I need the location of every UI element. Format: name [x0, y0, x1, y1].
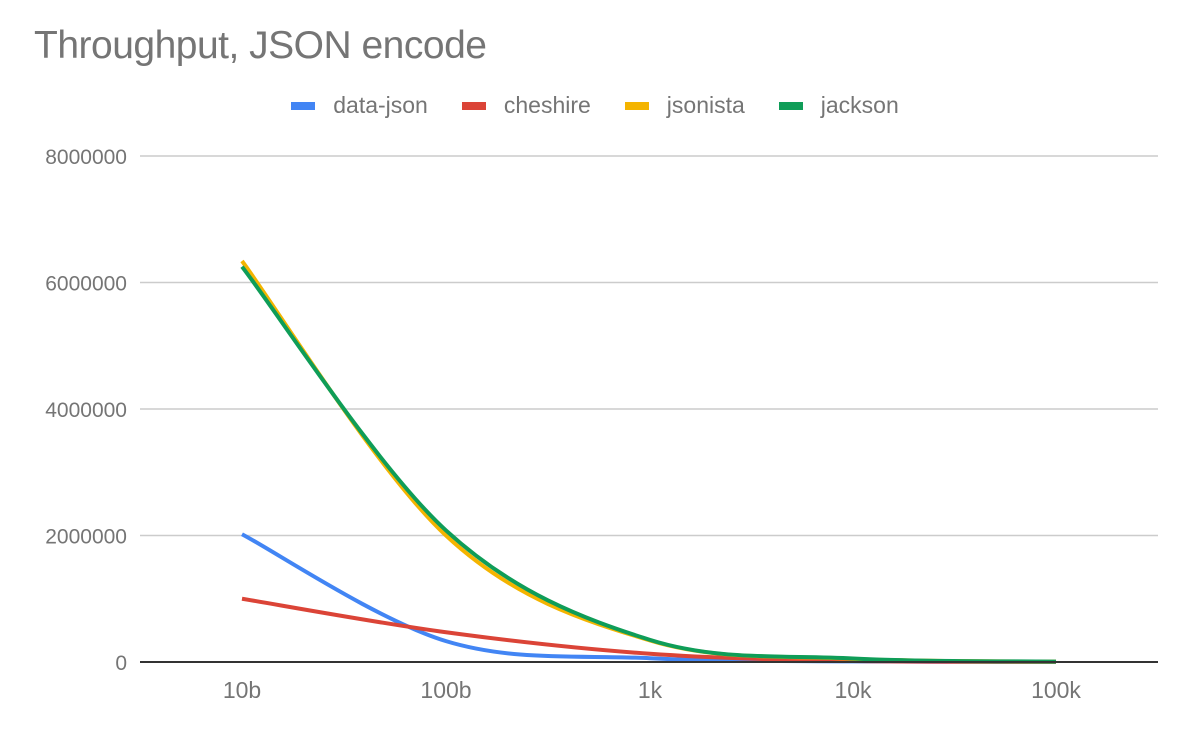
- legend-item-data-json[interactable]: data-json: [291, 92, 428, 119]
- legend-label: jackson: [820, 92, 899, 118]
- y-tick-label: 4000000: [45, 399, 127, 422]
- x-tick-label: 100b: [420, 677, 471, 703]
- legend-swatch-icon: [778, 101, 803, 110]
- x-tick-label: 10k: [834, 677, 872, 703]
- legend-item-jackson[interactable]: jackson: [778, 92, 899, 119]
- legend-label: jsonista: [666, 92, 745, 118]
- series-lines: [240, 259, 1057, 664]
- y-tick-label: 6000000: [45, 273, 127, 296]
- x-tick-label: 100k: [1031, 677, 1081, 703]
- y-tick-label: 8000000: [45, 146, 127, 169]
- y-axis-ticks: 8000000 6000000 4000000 2000000 0: [45, 146, 127, 675]
- legend-swatch-icon: [624, 101, 649, 110]
- legend-label: data-json: [333, 92, 428, 118]
- legend-swatch-icon: [461, 101, 486, 110]
- x-tick-label: 1k: [638, 677, 663, 703]
- series-line-cheshire[interactable]: [241, 596, 1057, 664]
- y-tick-label: 0: [115, 652, 127, 675]
- chart-legend: data-json cheshire jsonista jackson: [0, 92, 1190, 119]
- series-line-jackson[interactable]: [240, 265, 1057, 664]
- legend-swatch-icon: [291, 101, 316, 110]
- legend-item-jsonista[interactable]: jsonista: [624, 92, 745, 119]
- series-line-jsonista[interactable]: [240, 259, 1057, 664]
- series-line-data-json[interactable]: [241, 532, 1057, 664]
- legend-item-cheshire[interactable]: cheshire: [461, 92, 591, 119]
- x-axis-ticks: 10b 100b 1k 10k 100k: [223, 677, 1082, 703]
- gridlines: [140, 155, 1158, 537]
- y-tick-label: 2000000: [45, 526, 127, 549]
- legend-label: cheshire: [503, 92, 591, 118]
- chart-title: Throughput, JSON encode: [34, 24, 487, 67]
- x-tick-label: 10b: [223, 677, 261, 703]
